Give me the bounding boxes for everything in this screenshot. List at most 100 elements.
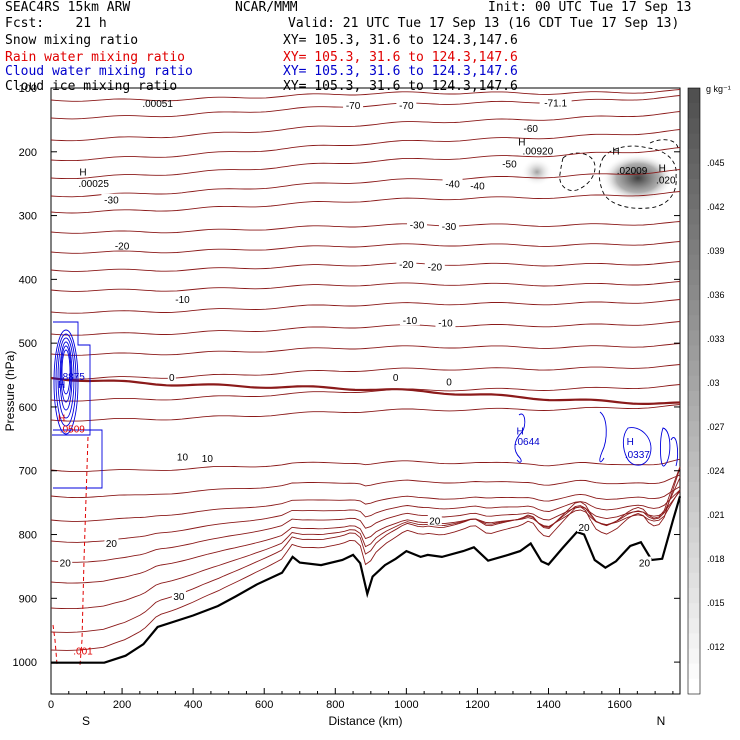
field-label-cloud-water: Cloud water mixing ratio <box>5 64 193 79</box>
isotherm-label-bg <box>424 260 445 272</box>
isotherm-line <box>50 364 681 380</box>
isotherm-label-bg <box>396 99 417 111</box>
colorbar-bin <box>688 406 700 422</box>
cloud-water-contour <box>57 337 75 419</box>
isotherm-line <box>50 299 681 314</box>
isotherm-label-bg <box>175 450 190 462</box>
colorbar-frame <box>687 87 701 695</box>
colorbar-bin <box>688 421 700 437</box>
isotherm-label-bg <box>539 96 572 108</box>
x-tick-label: 0 <box>48 699 54 711</box>
isotherm-label: -50 <box>502 159 517 170</box>
value-label: H <box>518 137 525 148</box>
x-tick-label: 600 <box>255 699 273 711</box>
isotherm-line <box>50 384 681 402</box>
cloud-water-contour <box>53 329 79 435</box>
colorbar-tick-label: .012 <box>707 642 725 652</box>
isotherm-line <box>50 321 681 336</box>
colorbar-bin <box>688 451 700 468</box>
center-name: NCAR/MMM <box>235 0 298 15</box>
colorbar-bin <box>688 300 700 316</box>
y-tick-label: 300 <box>19 211 37 223</box>
isotherm-line <box>50 343 681 356</box>
colorbar-bin <box>688 618 700 634</box>
isotherm-line <box>50 129 681 162</box>
isotherm-label-bg <box>343 99 364 111</box>
colorbar-tick-label: .045 <box>707 158 725 168</box>
x-tick-label: 400 <box>184 699 202 711</box>
colorbar-bin <box>688 633 700 650</box>
y-tick-label: 800 <box>19 530 37 542</box>
value-label: H <box>79 167 86 178</box>
isotherm-line <box>50 376 681 405</box>
isotherm-label: 10 <box>177 453 189 464</box>
colorbar-bin <box>688 148 700 165</box>
snow-contour <box>598 145 677 209</box>
isotherm-label: -60 <box>524 124 539 135</box>
isotherm-label-bg <box>172 293 193 305</box>
value-label: H <box>58 414 65 425</box>
colorbar-bin <box>688 481 700 498</box>
isotherm-line <box>50 169 681 198</box>
isotherm-label: 20 <box>106 539 118 550</box>
model-title: SEAC4RS 15km ARW <box>5 0 131 15</box>
snow-contour <box>649 139 679 149</box>
value-label: .0644 <box>515 437 540 448</box>
field-xy-cloud-ice: XY= 105.3, 31.6 to 124.3,147.6 <box>283 79 518 94</box>
colorbar-bin <box>688 103 700 119</box>
temperature-contours <box>50 89 681 651</box>
cloud-water-contour <box>622 427 652 466</box>
y-tick-label: 500 <box>19 338 37 350</box>
isotherm-label-bg <box>407 218 428 230</box>
colorbar-bin <box>688 118 700 134</box>
cloud-water-contour <box>670 437 679 467</box>
colorbar-bin <box>688 663 700 680</box>
colorbar: .045 .042 .039 .036 .033 .03 .027 .024 .021 .018.… <box>687 87 725 695</box>
isotherm-line <box>50 147 681 180</box>
isotherm-line <box>50 474 681 499</box>
isotherm-label-bg <box>520 122 541 134</box>
colorbar-tick-label: .03 <box>707 378 720 388</box>
isotherm-label-bg <box>399 314 420 326</box>
rain-contour <box>79 436 89 666</box>
colorbar-bin <box>688 527 700 543</box>
y-tick-label: 100 <box>19 83 37 95</box>
cloud-water-contour <box>59 341 73 411</box>
valid-time: Valid: 21 UTC Tue 17 Sep 13 (16 CDT Tue … <box>288 16 680 31</box>
isotherm-label: -40 <box>445 180 460 191</box>
x-axis-label: Distance (km) <box>328 714 402 728</box>
isotherm-label-bg <box>112 239 133 251</box>
isotherm-label: -70 <box>346 101 361 112</box>
colorbar-bin <box>688 512 700 528</box>
y-tick-label: 200 <box>19 147 37 159</box>
isotherm-label: -10 <box>438 319 453 330</box>
value-label: .001 <box>73 646 93 657</box>
x-tick-label: 200 <box>113 699 131 711</box>
plot-area <box>50 87 681 695</box>
colorbar-bin <box>688 648 700 665</box>
rain-contour <box>52 624 58 665</box>
colorbar-bin <box>688 224 700 240</box>
isotherm-line <box>50 486 681 522</box>
isotherm-line <box>50 261 681 272</box>
isotherm-label-bg <box>200 451 215 463</box>
value-label: .00051 <box>142 99 173 110</box>
isotherm-line <box>50 467 681 651</box>
x-tick-label: 1600 <box>607 699 631 711</box>
colorbar-tick-label: .033 <box>707 334 725 344</box>
colorbar-bin <box>688 194 700 210</box>
value-label: .020 <box>656 176 676 187</box>
field-label-cloud-ice: Cloud ice mixing ratio <box>5 79 178 94</box>
colorbar-bin <box>688 466 700 483</box>
colorbar-bin <box>688 391 700 407</box>
isotherm-label-bg <box>439 219 460 231</box>
snow-max-shading <box>602 154 674 202</box>
value-label: H <box>58 380 65 391</box>
isotherm-line <box>50 458 681 473</box>
isotherm-label: 20 <box>639 559 651 570</box>
init-time: Init: 00 UTC Tue 17 Sep 13 <box>488 0 692 15</box>
colorbar-bin <box>688 436 700 453</box>
colorbar-tick-label: .015 <box>707 598 725 608</box>
colorbar-bin <box>688 163 700 180</box>
